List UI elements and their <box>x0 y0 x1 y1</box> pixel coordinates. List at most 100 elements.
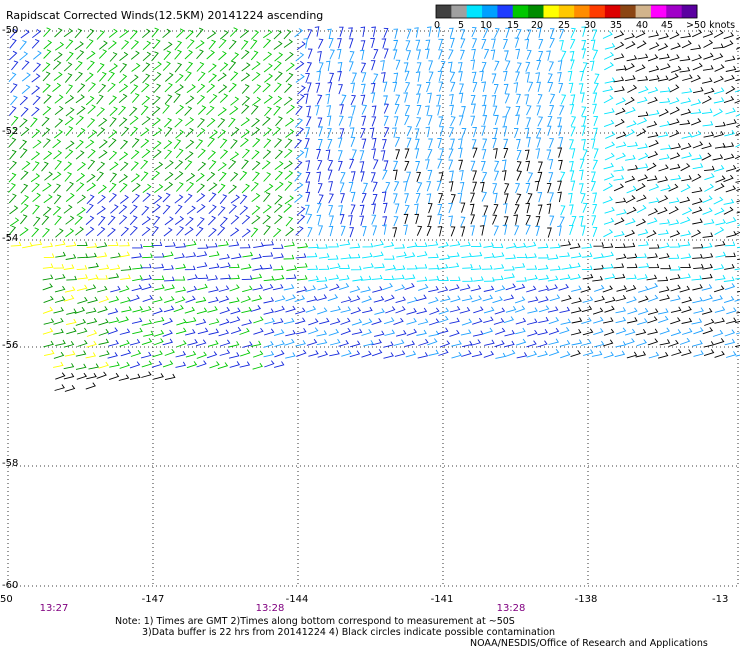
wind-barb <box>625 154 636 161</box>
wind-barb <box>638 241 649 247</box>
wind-barb <box>317 307 328 315</box>
wind-barb <box>54 27 63 38</box>
wind-barb <box>690 130 702 138</box>
wind-barb <box>140 351 152 359</box>
wind-barb <box>659 294 670 302</box>
wind-barb <box>97 184 107 194</box>
legend-frame <box>435 4 698 19</box>
wind-barb <box>428 275 440 281</box>
wind-barb <box>218 329 230 337</box>
wind-barb <box>96 62 105 73</box>
wind-barb <box>394 265 406 271</box>
wind-barb <box>329 49 335 60</box>
wind-barb <box>702 120 714 127</box>
wind-barb <box>404 340 416 348</box>
wind-barb <box>218 295 230 303</box>
wind-barb <box>372 73 379 84</box>
wind-barb <box>20 183 29 194</box>
wind-barb <box>173 139 182 149</box>
wind-barb <box>660 184 671 192</box>
wind-barb <box>703 131 715 138</box>
legend-swatch <box>574 5 591 18</box>
wind-barb <box>305 171 311 182</box>
wind-barb <box>482 294 494 302</box>
wind-barb <box>63 204 73 214</box>
wind-barb <box>63 264 75 270</box>
wind-barb <box>107 82 116 93</box>
wind-barb <box>374 330 385 337</box>
wind-barb <box>250 340 262 347</box>
wind-barb <box>273 227 282 238</box>
wind-barb <box>627 141 638 148</box>
wind-barb <box>723 153 735 161</box>
wind-barb <box>274 340 285 347</box>
wind-barb <box>208 318 220 325</box>
wind-barb <box>129 115 139 125</box>
wind-barb <box>557 125 563 136</box>
wind-barb <box>703 218 715 225</box>
wind-barb <box>152 204 161 214</box>
wind-barb <box>702 263 713 270</box>
wind-barb <box>77 296 88 304</box>
wind-barb <box>250 181 259 192</box>
wind-barb <box>261 264 273 270</box>
wind-barb <box>186 205 196 215</box>
wind-barb <box>206 50 215 60</box>
wind-barb <box>175 263 186 270</box>
wind-barb <box>492 296 503 304</box>
wind-barb <box>593 242 605 247</box>
wind-barb <box>151 51 159 62</box>
wind-barb <box>294 171 302 182</box>
wind-barb <box>176 226 185 236</box>
wind-barb <box>328 37 334 49</box>
wind-barb <box>206 171 216 182</box>
wind-barb <box>75 226 84 236</box>
wind-barb <box>570 59 575 70</box>
wind-barb <box>537 171 543 183</box>
wind-barb <box>567 70 573 82</box>
wind-barb <box>96 30 105 40</box>
wind-barb <box>701 284 713 291</box>
wind-barb <box>614 118 625 127</box>
wind-barb <box>197 244 209 249</box>
wind-barb <box>196 307 208 315</box>
wind-barb <box>96 107 105 117</box>
wind-barb <box>659 87 671 93</box>
wind-barb <box>538 296 549 303</box>
wind-barb <box>636 218 647 227</box>
wind-barb <box>262 283 274 291</box>
wind-barb <box>626 274 637 280</box>
wind-barb <box>713 108 723 117</box>
wind-barb <box>382 224 387 235</box>
wind-barb <box>274 138 283 148</box>
wind-barb <box>142 192 151 202</box>
wind-barb <box>19 227 29 236</box>
wind-barb <box>526 49 532 60</box>
wind-barb <box>174 253 185 260</box>
legend-label-40: 40 <box>636 20 649 31</box>
wind-barb <box>43 27 51 38</box>
wind-barb <box>526 285 537 293</box>
wind-barb <box>77 274 88 280</box>
wind-barb <box>230 215 240 225</box>
wind-barb <box>549 105 555 116</box>
wind-barb <box>87 159 96 170</box>
wind-barb <box>250 104 259 115</box>
wind-barb <box>107 352 118 359</box>
wind-barb <box>21 84 31 94</box>
wind-barb <box>164 284 175 291</box>
wind-barb <box>546 183 552 194</box>
wind-barb <box>8 182 16 193</box>
wind-barb <box>658 33 669 40</box>
wind-barb <box>65 241 77 247</box>
wind-barb <box>217 183 226 194</box>
wind-barb <box>197 327 209 335</box>
wind-barb <box>417 352 429 359</box>
wind-barb <box>437 286 449 293</box>
wind-barb <box>197 105 207 115</box>
wind-barb <box>120 194 129 204</box>
wind-barb <box>734 155 740 160</box>
wind-barb <box>108 28 118 38</box>
wind-barb <box>217 162 227 172</box>
wind-barb <box>42 71 51 82</box>
